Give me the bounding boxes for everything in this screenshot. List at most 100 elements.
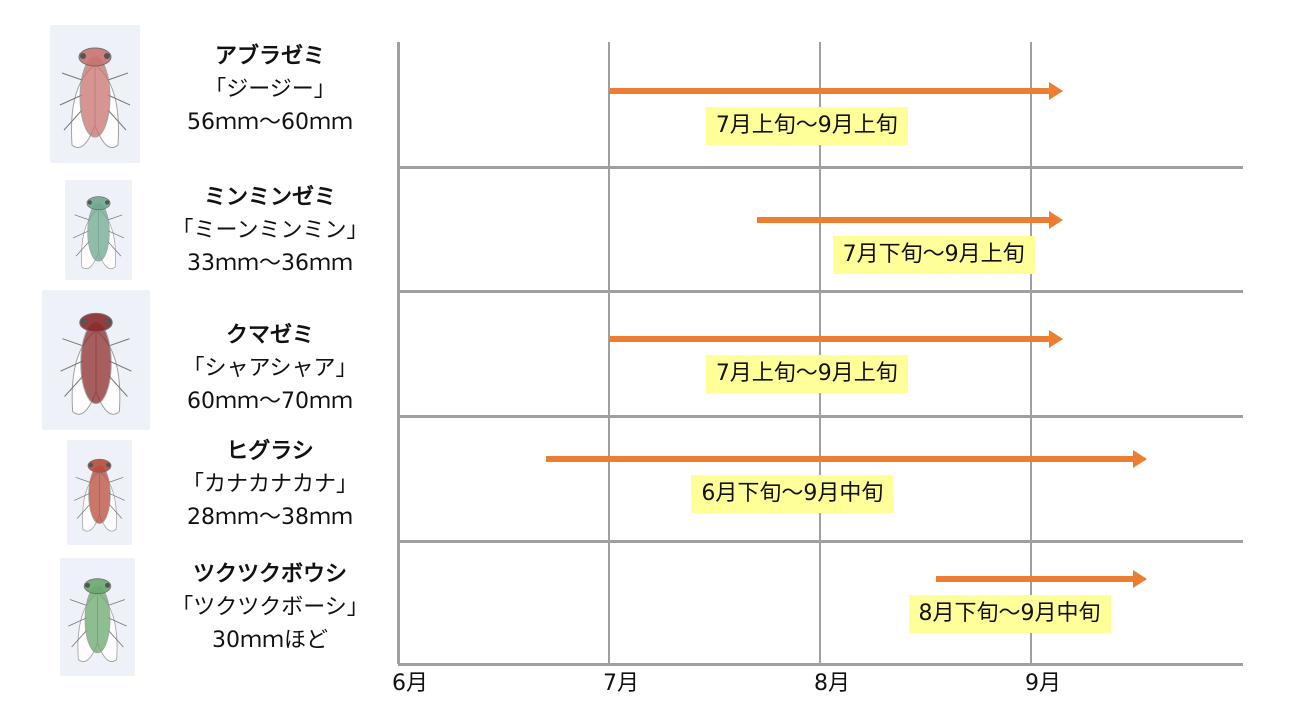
cicada-leg bbox=[108, 375, 128, 397]
month-tick-label: 9月 bbox=[1025, 671, 1061, 696]
cicada-row: ミンミンゼミ 「ミーンミンミン」 33ｍｍ〜36ｍｍ bbox=[0, 180, 400, 280]
cicada-row: ツクツクボウシ 「ツクツクボーシ」 30ｍｍほど bbox=[0, 558, 400, 676]
x-axis-line bbox=[398, 663, 1243, 666]
cicada-leg bbox=[108, 476, 124, 483]
cicada-leg bbox=[109, 338, 130, 347]
month-tick-label: 7月 bbox=[603, 671, 639, 696]
season-label: 8月下旬〜9月中旬 bbox=[908, 595, 1111, 633]
cicada-leg bbox=[108, 617, 127, 627]
season-label: 7月下旬〜9月上旬 bbox=[832, 236, 1035, 274]
season-bar bbox=[936, 570, 1148, 588]
month-tick-label: 8月 bbox=[814, 671, 850, 696]
cicada-head bbox=[86, 196, 111, 211]
cicada-head bbox=[78, 47, 112, 67]
cicada-call: 「ミーンミンミン」 bbox=[171, 218, 369, 243]
month-gridline bbox=[1030, 42, 1032, 664]
cicada-size: 28ｍｍ〜38ｍｍ bbox=[187, 505, 353, 530]
season-label: 6月下旬〜9月中旬 bbox=[691, 475, 894, 513]
cicada-leg bbox=[107, 109, 127, 131]
row-separator bbox=[398, 290, 1243, 293]
cicada-leg bbox=[63, 109, 83, 131]
cicada-eye bbox=[85, 582, 90, 588]
cicada-size: 33ｍｍ〜36ｍｍ bbox=[187, 251, 353, 276]
cicada-drawing-svg bbox=[59, 47, 131, 148]
cicada-leg bbox=[108, 360, 132, 372]
cicada-leg bbox=[71, 630, 87, 648]
season-bar bbox=[756, 211, 1063, 229]
cicada-name: アブラゼミ bbox=[214, 44, 325, 69]
cicada-illustration bbox=[65, 180, 132, 280]
cicada-drawing-svg bbox=[68, 578, 127, 662]
cicada-info: ミンミンゼミ 「ミーンミンミン」 33ｍｍ〜36ｍｍ bbox=[150, 181, 390, 280]
cicada-leg bbox=[59, 94, 83, 106]
cicada-leg bbox=[108, 492, 125, 501]
cicada-drawing-svg bbox=[72, 196, 125, 270]
season-bar bbox=[609, 330, 1063, 348]
cicada-info: ヒグラシ 「カナカナカナ」 28ｍｍ〜38ｍｍ bbox=[150, 435, 390, 534]
cicada-name: クマゼミ bbox=[225, 323, 314, 348]
cicada-info: アブラゼミ 「ジージー」 56ｍｍ〜60ｍｍ bbox=[150, 40, 390, 139]
cicada-leg bbox=[60, 360, 84, 372]
cicada-leg bbox=[107, 72, 129, 81]
cicada-call: 「ジージー」 bbox=[204, 77, 336, 102]
cicada-body bbox=[87, 202, 110, 262]
cicada-leg bbox=[75, 241, 90, 257]
cicada-leg bbox=[107, 214, 123, 221]
cicada-leg bbox=[64, 375, 84, 397]
cicada-leg bbox=[72, 230, 90, 239]
cicada-head bbox=[87, 458, 112, 473]
cicada-illustration bbox=[60, 558, 135, 676]
cicada-body bbox=[88, 465, 111, 524]
row-separator bbox=[398, 540, 1243, 543]
cicada-leg bbox=[61, 72, 83, 81]
cicada-illustration bbox=[50, 25, 140, 163]
month-tick-label: 6月 bbox=[392, 671, 428, 696]
cicada-row: アブラゼミ 「ジージー」 56ｍｍ〜60ｍｍ bbox=[0, 25, 400, 165]
cicada-eye bbox=[80, 53, 86, 59]
month-gridline bbox=[608, 42, 610, 664]
cicada-leg bbox=[74, 492, 91, 501]
cicada-leg bbox=[108, 503, 123, 519]
cicada-leg bbox=[76, 503, 91, 519]
season-bar bbox=[545, 450, 1148, 468]
cicada-body bbox=[80, 321, 112, 405]
cicada-size: 56ｍｍ〜60ｍｍ bbox=[187, 110, 353, 135]
cicada-call: 「シャアシャア」 bbox=[182, 356, 358, 381]
cicada-info: ツクツクボウシ 「ツクツクボーシ」 30ｍｍほど bbox=[150, 558, 390, 657]
cicada-call: 「カナカナカナ」 bbox=[181, 472, 358, 497]
row-separator bbox=[398, 415, 1243, 418]
cicada-eye bbox=[87, 200, 92, 205]
cicada-eye bbox=[88, 462, 93, 468]
row-separator bbox=[398, 166, 1243, 169]
month-gridline bbox=[397, 42, 400, 664]
cicada-body bbox=[79, 56, 111, 138]
cicada-eye bbox=[106, 462, 111, 468]
cicada-leg bbox=[107, 230, 125, 239]
cicada-leg bbox=[107, 94, 131, 106]
cicada-name: ツクツクボウシ bbox=[192, 562, 347, 587]
season-label: 7月上旬〜9月上旬 bbox=[705, 107, 908, 145]
cicada-eye bbox=[80, 318, 87, 325]
cicada-eye bbox=[105, 582, 110, 588]
season-bar bbox=[609, 82, 1063, 100]
cicada-leg bbox=[68, 617, 87, 627]
month-gridline bbox=[819, 42, 821, 664]
cicada-illustration bbox=[67, 440, 132, 545]
cicada-eye bbox=[105, 200, 110, 205]
cicada-leg bbox=[107, 241, 122, 257]
cicada-name: ヒグラシ bbox=[226, 439, 314, 464]
cicada-illustration bbox=[42, 290, 150, 430]
cicada-name: ミンミンゼミ bbox=[203, 185, 336, 210]
cicada-leg bbox=[62, 338, 83, 347]
cicada-body bbox=[84, 585, 111, 654]
cicada-info: クマゼミ 「シャアシャア」 60ｍｍ〜70ｍｍ bbox=[150, 319, 390, 418]
cicada-leg bbox=[74, 214, 90, 221]
cicada-leg bbox=[75, 476, 91, 483]
cicada-leg bbox=[108, 630, 124, 648]
cicada-size: 30ｍｍほど bbox=[212, 628, 328, 653]
cicada-drawing-svg bbox=[74, 458, 125, 532]
cicada-head bbox=[83, 578, 112, 595]
cicada-drawing-svg bbox=[60, 312, 132, 415]
cicada-leg bbox=[69, 599, 87, 606]
cicada-call: 「ツクツクボーシ」 bbox=[171, 595, 369, 620]
